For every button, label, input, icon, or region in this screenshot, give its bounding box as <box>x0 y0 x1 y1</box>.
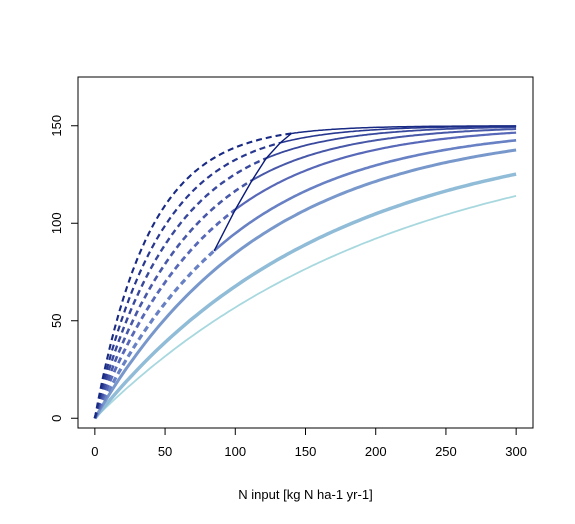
series-line-3 <box>93 148 517 420</box>
x-tick-label: 150 <box>295 444 317 459</box>
series-dashed-7 <box>93 157 267 419</box>
series-dashed-4 <box>93 249 216 419</box>
y-tick-label: 50 <box>49 314 64 328</box>
series-dashed-8 <box>93 141 281 419</box>
series-solid-7 <box>265 126 517 160</box>
x-tick-label: 50 <box>158 444 172 459</box>
y-axis: 0 50 100 150 <box>49 115 78 422</box>
y-tick-label: 0 <box>49 415 64 422</box>
x-tick-label: 100 <box>224 444 246 459</box>
series-line-2 <box>93 172 517 420</box>
series-solid-5 <box>234 131 517 211</box>
series-line-1 <box>94 195 517 419</box>
series-dashed-6 <box>93 179 253 419</box>
series-solid-6 <box>251 128 517 182</box>
y-tick-label: 100 <box>49 212 64 234</box>
x-tick-label: 200 <box>365 444 387 459</box>
series-dashed-5 <box>93 208 237 419</box>
x-axis: 0 50 100 150 200 250 300 <box>91 428 527 459</box>
x-tick-label: 250 <box>435 444 457 459</box>
plot-frame <box>77 76 534 429</box>
series-solid-9 <box>291 125 517 135</box>
x-axis-label: N input [kg N ha-1 yr-1] <box>238 487 372 502</box>
series-solid-4 <box>213 139 517 252</box>
y-tick-label: 150 <box>49 115 64 137</box>
chart-series-group <box>93 125 517 420</box>
x-tick-label: 0 <box>91 444 98 459</box>
threshold-envelope-line <box>213 132 292 252</box>
series-dashed-9 <box>93 132 292 419</box>
x-tick-label: 300 <box>505 444 527 459</box>
